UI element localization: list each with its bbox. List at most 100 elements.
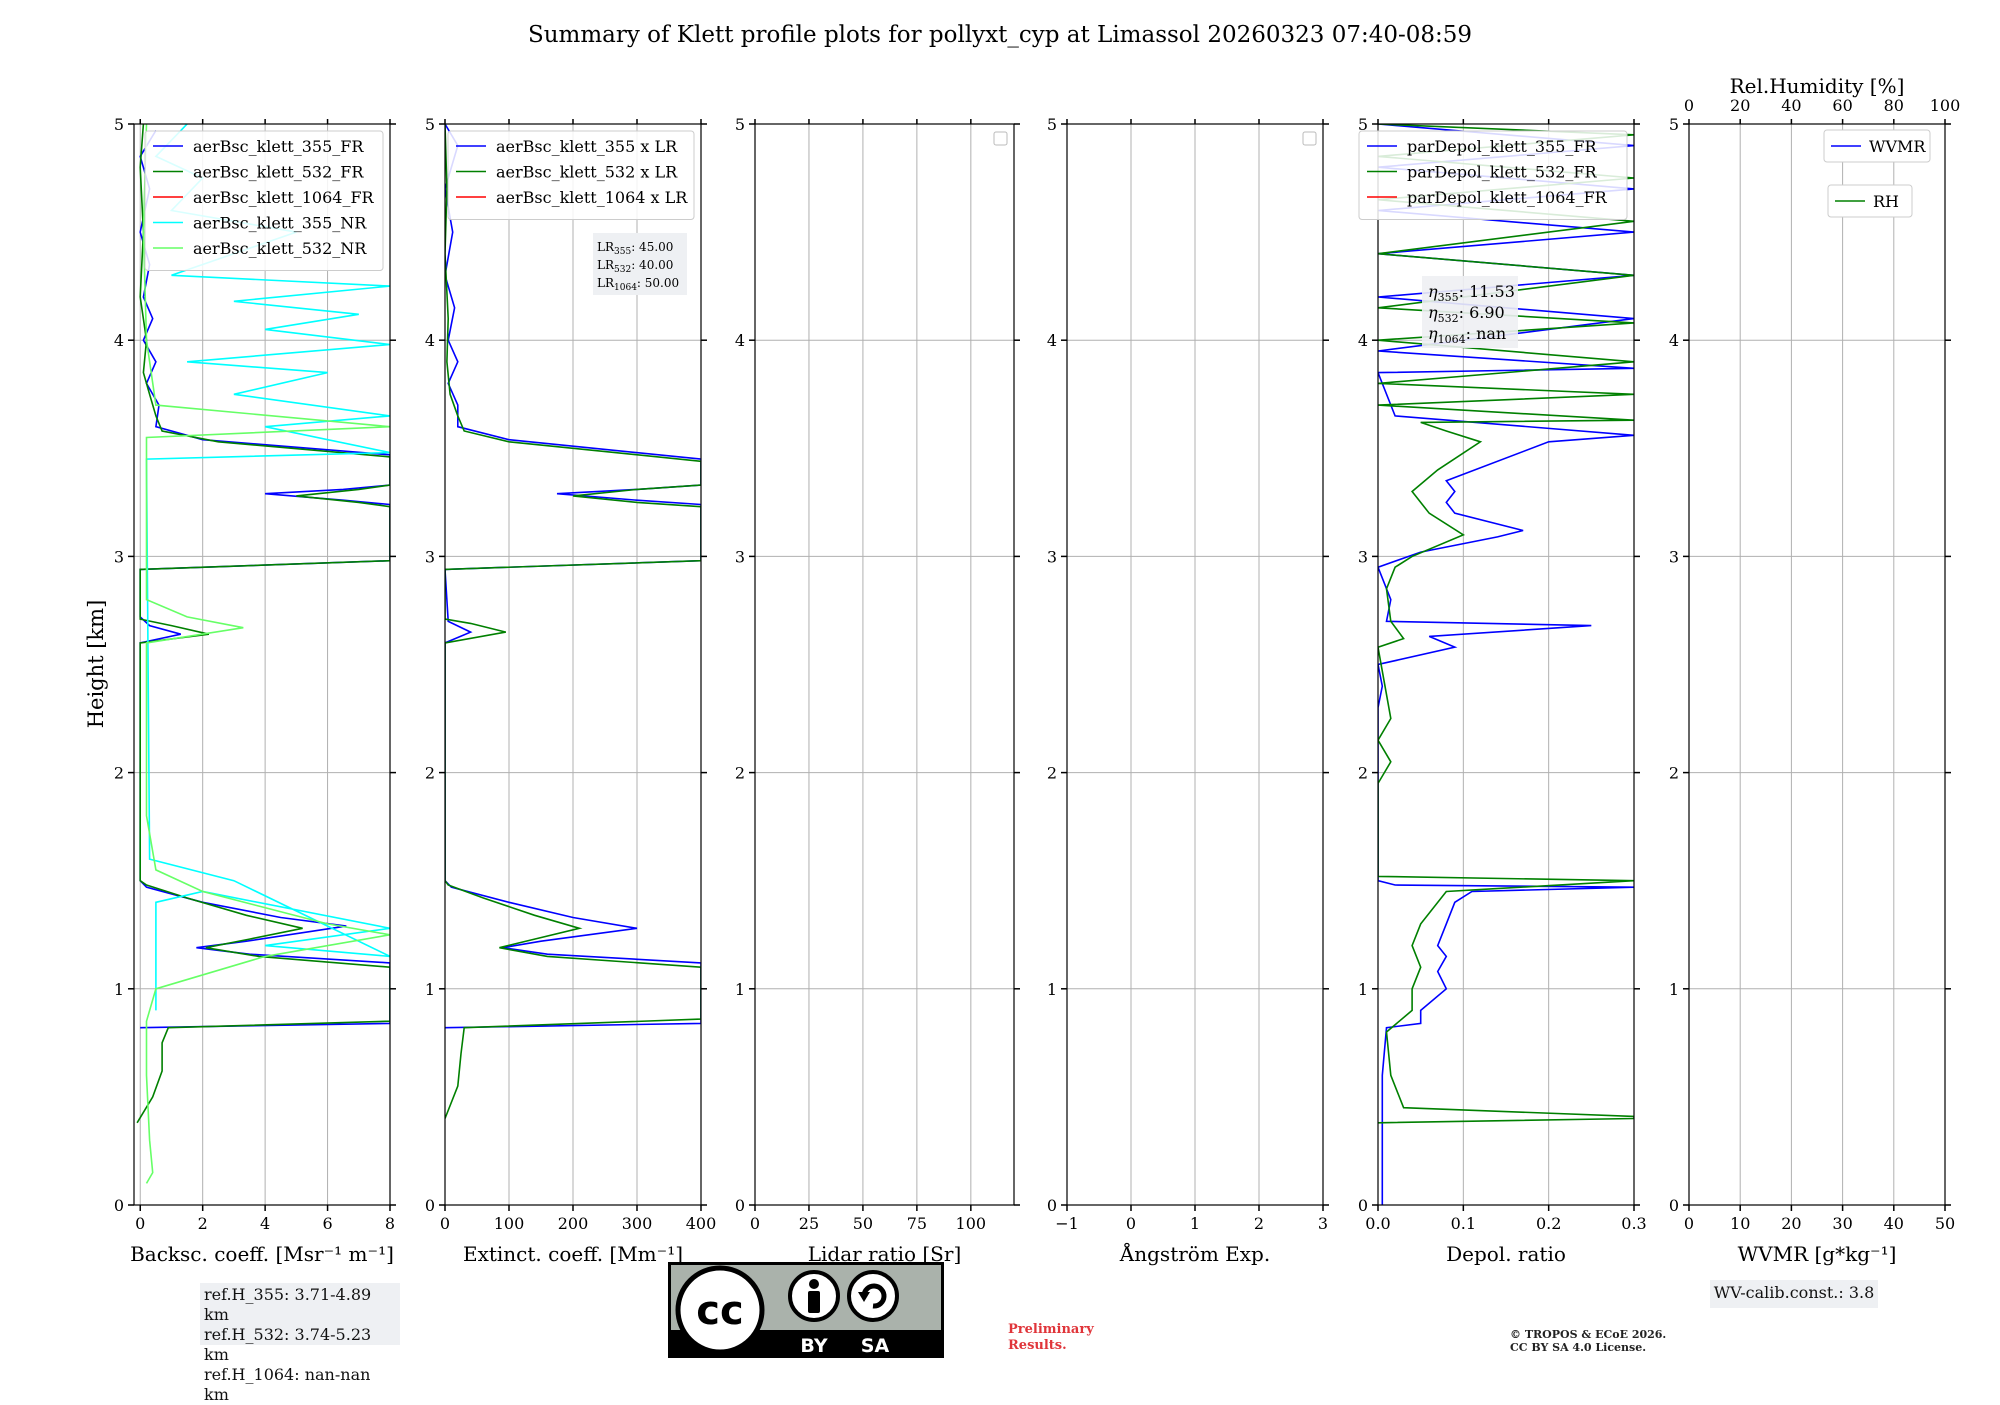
x-tick-label: 2 <box>1254 1214 1264 1233</box>
axes-frame <box>1066 123 1324 1206</box>
panel-depolarization: 0.0 0.1 0.2 0.3 0 1 2 3 4 5 Depol. ratio parDepol_k… <box>1358 115 1647 1266</box>
wv-calibration-box: WV-calib.const.: 3.8 <box>1710 1280 1878 1308</box>
legend: aerBsc_klett_355 x LR aerBsc_klett_532 x … <box>447 130 695 220</box>
y-tick-label: 5 <box>1669 115 1679 134</box>
series-line-aerBsc_klett_532_NR <box>142 124 390 1184</box>
figure-title: Summary of Klett profile plots for polly… <box>527 22 1473 48</box>
x-tick-label: 30 <box>1832 1214 1852 1233</box>
y-tick-label: 4 <box>1358 331 1368 350</box>
cc-icon <box>675 1265 765 1355</box>
x2-axis-label: Rel.Humidity [%] <box>1730 74 1905 98</box>
copyright-line-1: © TROPOS & ECoE 2026. <box>1510 1328 1667 1341</box>
x-tick-label: 2 <box>198 1214 208 1233</box>
y-tick-label: 4 <box>1047 331 1057 350</box>
x2-tick-label: 40 <box>1781 96 1801 115</box>
annotation-box <box>593 233 687 295</box>
x-tick-label: 75 <box>907 1214 927 1233</box>
axes-frame <box>1377 123 1635 1206</box>
x-tick-label: 6 <box>322 1214 332 1233</box>
legend-box <box>1358 130 1628 220</box>
x-tick-label: 0.0 <box>1365 1214 1390 1233</box>
cc-by-sa-license-badge: cc BY SA <box>668 1262 944 1358</box>
x-tick-label: 50 <box>1935 1214 1955 1233</box>
rh-secondary-axis: 0 20 40 60 80 100 Rel.Humidity [%] <box>1684 74 1960 115</box>
x-axis-label: Ångström Exp. <box>1119 1241 1270 1266</box>
panel-extinction: 0 100 200 300 400 0 1 2 3 4 5 Extinct. coeff. [Mm⁻¹… <box>425 115 716 1266</box>
x-axis-label: Extinct. coeff. [Mm⁻¹] <box>463 1242 683 1266</box>
y-tick-label: 2 <box>114 764 124 783</box>
preliminary-line-1: Preliminary <box>1008 1322 1094 1337</box>
x-tick-label: 0 <box>135 1214 145 1233</box>
x-tick-label: 0 <box>750 1214 760 1233</box>
y-tick-label: 2 <box>1669 764 1679 783</box>
legend: aerBsc_klett_355_FR aerBsc_klett_532_FRae… <box>144 130 384 271</box>
copyright-note: © TROPOS & ECoE 2026. CC BY SA 4.0 Licen… <box>1510 1328 1666 1354</box>
y-tick-label: 5 <box>114 115 124 134</box>
y-tick-label: 1 <box>1358 980 1368 999</box>
y-tick-label: 4 <box>425 331 435 350</box>
series-group <box>445 124 701 1119</box>
legend-label: RH <box>1873 192 1899 211</box>
y-tick-label: 2 <box>735 764 745 783</box>
series-line-aerBsc_klett_532_FR <box>136 124 390 1124</box>
legend-box <box>1823 129 1931 163</box>
legend-label: parDepol_klett_532_FR <box>1407 163 1598 182</box>
series-line-aerBsc_klett_532 x LR <box>445 124 701 1119</box>
x-tick-label: 4 <box>260 1214 270 1233</box>
eta-1064: η1064: nan <box>1428 324 1506 346</box>
x-tick-label: 1 <box>1190 1214 1200 1233</box>
panel-backscatter: 0 2 4 6 8 0 1 2 3 4 5 Backsc. coeff. [Msr⁻¹ m⁻¹] aer… <box>114 115 396 1266</box>
x-tick-label: −1 <box>1055 1214 1079 1233</box>
y-axis-label: Height [km] <box>84 600 108 729</box>
x-tick-label: 0.2 <box>1536 1214 1561 1233</box>
x-tick-label: 0.1 <box>1451 1214 1476 1233</box>
panel-wvmr_rh: 0 10 20 30 40 50 0 1 2 3 4 5 WVMR [g*kg⁻¹] WVMR RH <box>1669 115 1955 1266</box>
cc-text: cc <box>696 1288 743 1334</box>
ref-height-532: ref.H_532: 3.74-5.23 km <box>204 1325 372 1364</box>
by-label: BY <box>800 1335 827 1357</box>
x-tick-label: 0 <box>1684 1214 1694 1233</box>
series-line-aerBsc_klett_355 x LR <box>445 124 701 1029</box>
x-axis-label: WVMR [g*kg⁻¹] <box>1738 1242 1897 1266</box>
x-tick-label: 300 <box>622 1214 653 1233</box>
legend-label: aerBsc_klett_1064_FR <box>193 188 375 207</box>
axes-frame <box>754 123 1015 1206</box>
y-tick-label: 3 <box>1358 547 1368 566</box>
eta-532: η532: 6.90 <box>1428 303 1505 325</box>
legend-label: parDepol_klett_355_FR <box>1407 137 1598 156</box>
y-tick-label: 3 <box>1047 547 1057 566</box>
y-tick-label: 1 <box>735 980 745 999</box>
axes-frame <box>444 123 702 1206</box>
y-tick-label: 0 <box>1047 1196 1057 1215</box>
x-tick-label: 20 <box>1781 1214 1801 1233</box>
lr-532: LR532: 40.00 <box>597 258 673 275</box>
eta-355: η355: 11.53 <box>1428 282 1515 304</box>
y-tick-label: 0 <box>735 1196 745 1215</box>
y-tick-label: 1 <box>114 980 124 999</box>
sa-label: SA <box>861 1335 890 1357</box>
y-tick-label: 3 <box>114 547 124 566</box>
legend-label: aerBsc_klett_532_NR <box>193 239 367 258</box>
y-tick-label: 1 <box>425 980 435 999</box>
legend-label: parDepol_klett_1064_FR <box>1407 188 1608 207</box>
annotation-box <box>1422 276 1518 348</box>
legend-label: aerBsc_klett_1064 x LR <box>496 188 688 207</box>
legend: parDepol_klett_355_FR parDepol_klett_532_… <box>1358 130 1628 220</box>
legend-box <box>1827 184 1913 218</box>
legend-box <box>447 130 695 220</box>
preliminary-note: Preliminary Results. <box>1008 1322 1094 1354</box>
y-tick-label: 1 <box>1669 980 1679 999</box>
x-tick-label: 400 <box>686 1214 717 1233</box>
x-tick-label: 40 <box>1884 1214 1904 1233</box>
y-tick-label: 3 <box>735 547 745 566</box>
y-tick-label: 3 <box>1669 547 1679 566</box>
copyright-line-2: CC BY SA 4.0 License. <box>1510 1341 1647 1354</box>
x-tick-label: 10 <box>1730 1214 1750 1233</box>
x-tick-label: 0.3 <box>1621 1214 1646 1233</box>
legend-label: aerBsc_klett_355_FR <box>193 137 364 156</box>
y-tick-label: 0 <box>1358 1196 1368 1215</box>
x-axis-label: Depol. ratio <box>1446 1242 1566 1266</box>
